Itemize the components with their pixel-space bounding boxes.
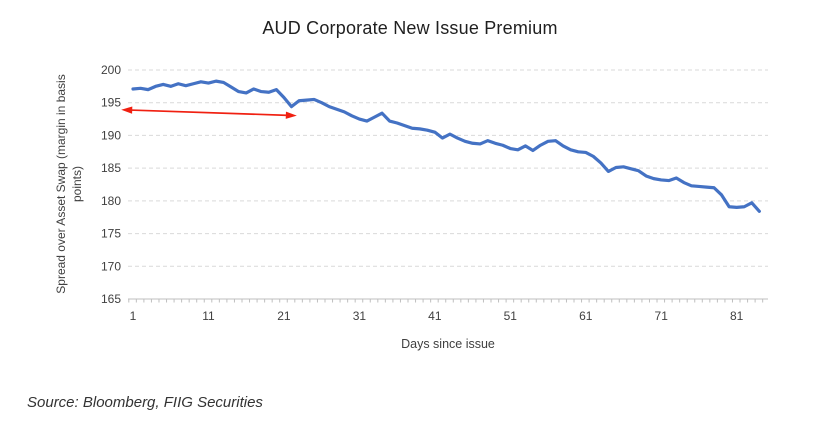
annotation-arrow-head [285, 111, 297, 119]
spread-line-series [131, 79, 761, 213]
y-tick-label-170: 170 [101, 259, 121, 273]
x-tick-label-31: 31 [353, 309, 367, 323]
annotation-arrow-shaft [126, 109, 292, 117]
y-tick-label-195: 195 [101, 96, 121, 110]
y-tick-label-165: 165 [101, 292, 121, 306]
annotation-arrow-head [121, 106, 133, 114]
x-tick-label-71: 71 [655, 309, 669, 323]
x-axis-title: Days since issue [401, 337, 495, 351]
x-tick-label-61: 61 [579, 309, 593, 323]
y-tick-label-180: 180 [101, 194, 121, 208]
y-tick-label-175: 175 [101, 227, 121, 241]
y-tick-label-200: 200 [101, 63, 121, 77]
x-tick-label-41: 41 [428, 309, 442, 323]
x-tick-label-1: 1 [130, 309, 137, 323]
source-note: Source: Bloomberg, FIIG Securities [27, 394, 263, 411]
y-tick-label-190: 190 [101, 128, 121, 142]
x-tick-label-11: 11 [202, 309, 215, 323]
x-tick-label-51: 51 [504, 309, 518, 323]
x-tick-label-21: 21 [277, 309, 291, 323]
x-tick-label-81: 81 [730, 309, 744, 323]
y-tick-label-185: 185 [101, 161, 121, 175]
chart-title: AUD Corporate New Issue Premium [262, 18, 558, 38]
